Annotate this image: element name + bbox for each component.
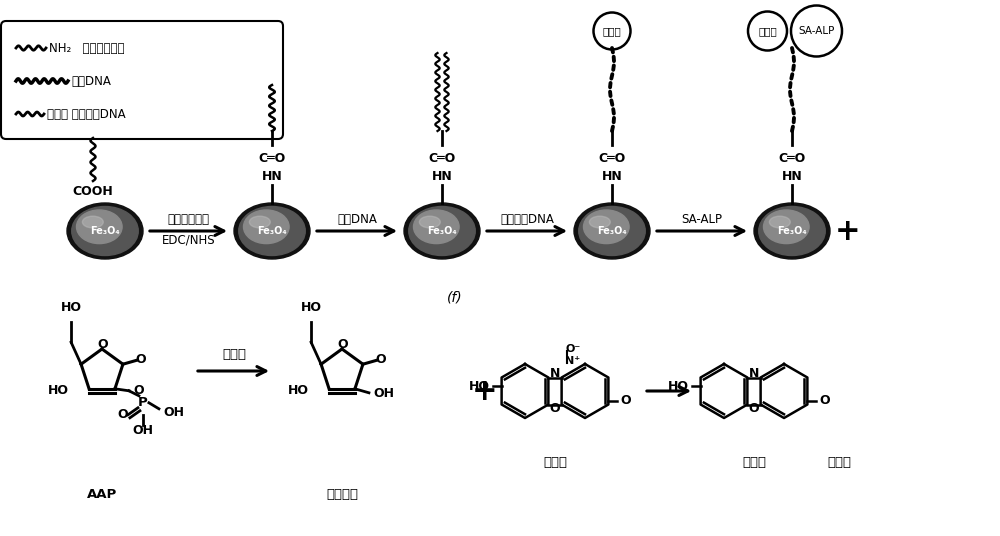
Text: HO: HO (288, 384, 309, 397)
Text: HN: HN (262, 170, 282, 183)
Text: 生物素: 生物素 (603, 26, 621, 36)
Ellipse shape (244, 210, 289, 243)
Text: HO: HO (668, 379, 689, 392)
Ellipse shape (759, 206, 825, 256)
Text: 刃天青: 刃天青 (543, 456, 567, 469)
Text: O: O (118, 408, 128, 421)
Text: OH: OH (132, 425, 153, 437)
Text: 镁离子: 镁离子 (222, 348, 246, 361)
Text: 吗啉寡核苷酸: 吗啉寡核苷酸 (168, 213, 210, 226)
Text: O: O (376, 353, 386, 366)
Text: C═O: C═O (778, 152, 806, 165)
Text: O⁻: O⁻ (565, 344, 580, 354)
Text: 抗坏血酸: 抗坏血酸 (326, 488, 358, 501)
Text: P: P (138, 396, 148, 410)
Circle shape (594, 12, 631, 49)
Text: HO: HO (301, 301, 322, 314)
Ellipse shape (589, 216, 610, 228)
FancyBboxPatch shape (1, 21, 283, 139)
Text: O: O (749, 402, 759, 415)
Ellipse shape (404, 203, 480, 259)
Ellipse shape (579, 206, 645, 256)
Text: +: + (472, 376, 498, 406)
Text: N: N (550, 367, 560, 380)
Text: Fe₃O₄: Fe₃O₄ (427, 226, 457, 236)
Text: +: + (835, 217, 861, 245)
Text: NH₂   吗啉寡核苷酸: NH₂ 吗啉寡核苷酸 (49, 41, 124, 55)
Text: Fe₃O₄: Fe₃O₄ (777, 226, 807, 236)
Ellipse shape (82, 216, 103, 228)
Ellipse shape (574, 203, 650, 259)
Ellipse shape (769, 216, 790, 228)
Text: HN: HN (432, 170, 452, 183)
Text: HN: HN (602, 170, 622, 183)
Text: O: O (133, 384, 144, 397)
Text: N⁺: N⁺ (565, 356, 580, 366)
Text: 目标DNA: 目标DNA (71, 75, 111, 87)
Circle shape (791, 5, 842, 56)
Text: N: N (749, 367, 759, 380)
Text: O: O (550, 402, 560, 415)
Text: HN: HN (782, 170, 802, 183)
Text: 强荧光: 强荧光 (827, 456, 851, 469)
Ellipse shape (419, 216, 440, 228)
Text: O: O (819, 394, 830, 407)
Ellipse shape (584, 210, 629, 243)
Circle shape (748, 11, 787, 50)
Text: AAP: AAP (87, 488, 117, 501)
Text: O: O (338, 339, 348, 352)
Text: 生物素: 生物素 (758, 26, 777, 36)
Ellipse shape (239, 206, 305, 256)
Text: C═O: C═O (598, 152, 626, 165)
Ellipse shape (754, 203, 830, 259)
Text: HO: HO (469, 379, 490, 392)
Text: Fe₃O₄: Fe₃O₄ (597, 226, 627, 236)
Text: 生物素 信号探针DNA: 生物素 信号探针DNA (47, 108, 126, 121)
Text: (f): (f) (447, 290, 463, 304)
Ellipse shape (409, 206, 475, 256)
Text: COOH: COOH (73, 185, 113, 198)
Text: O: O (98, 339, 108, 352)
Ellipse shape (764, 210, 809, 243)
Text: C═O: C═O (428, 152, 456, 165)
Text: HO: HO (61, 301, 82, 314)
Ellipse shape (72, 206, 138, 256)
Text: O: O (620, 394, 631, 407)
Text: 目标DNA: 目标DNA (337, 213, 377, 226)
Ellipse shape (234, 203, 310, 259)
Text: Fe₃O₄: Fe₃O₄ (90, 226, 120, 236)
Ellipse shape (414, 210, 459, 243)
Text: 试卤灵: 试卤灵 (742, 456, 766, 469)
Text: EDC/NHS: EDC/NHS (162, 233, 215, 246)
Ellipse shape (67, 203, 143, 259)
Text: SA-ALP: SA-ALP (682, 213, 722, 226)
Ellipse shape (249, 216, 270, 228)
Text: HO: HO (48, 384, 69, 397)
Text: 信号探针DNA: 信号探针DNA (500, 213, 554, 226)
Ellipse shape (77, 210, 122, 243)
Text: SA-ALP: SA-ALP (798, 26, 835, 36)
Text: C═O: C═O (258, 152, 286, 165)
Text: OH: OH (373, 388, 394, 400)
Text: O: O (136, 353, 146, 366)
Text: Fe₃O₄: Fe₃O₄ (257, 226, 287, 236)
Text: OH: OH (163, 406, 184, 419)
